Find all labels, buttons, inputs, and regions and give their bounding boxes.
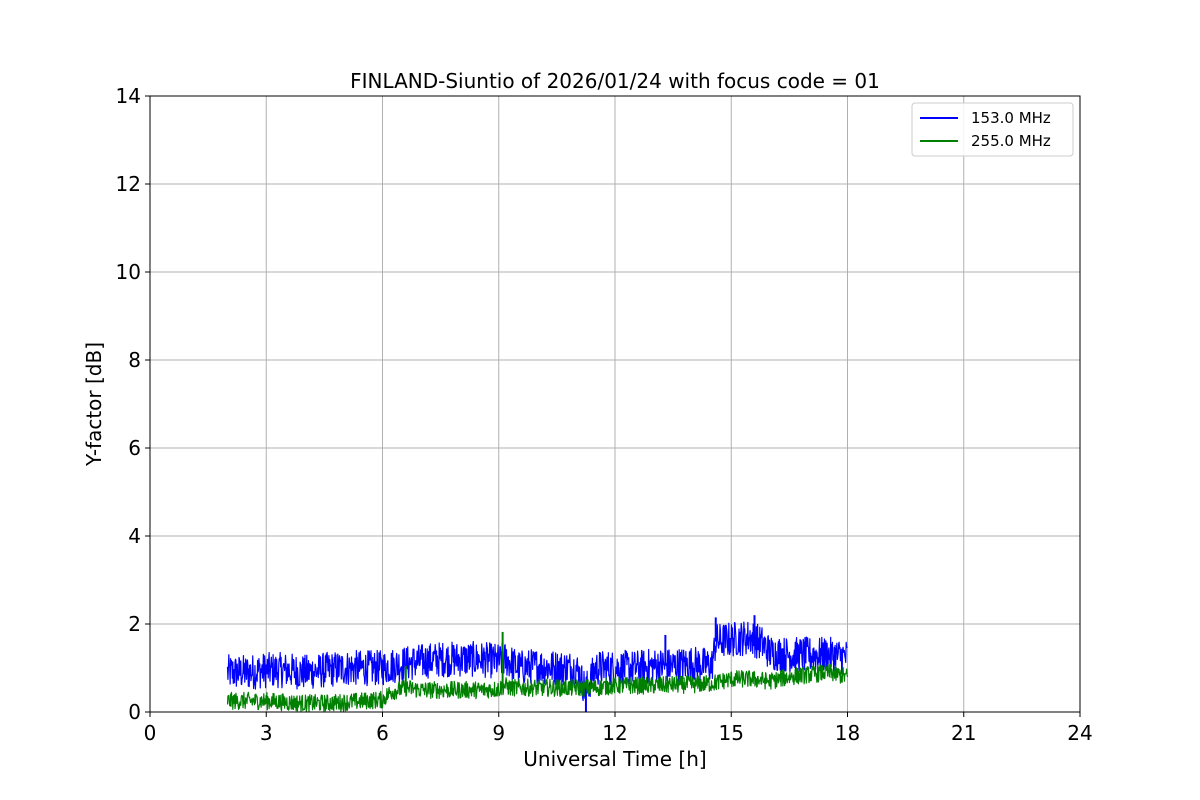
y-tick-label: 4 [128,524,141,548]
x-tick-label: 3 [260,721,273,745]
x-tick-label: 12 [602,721,627,745]
x-tick-label: 0 [144,721,157,745]
y-tick-label: 10 [116,260,141,284]
legend: 153.0 MHz 255.0 MHz [911,102,1074,157]
x-tick-label: 21 [951,721,976,745]
grid [149,95,1081,713]
x-axis: 0 3 6 9 12 15 18 21 24 [144,712,1093,745]
y-tick-label: 14 [116,84,141,108]
x-tick-label: 18 [835,721,860,745]
y-tick-label: 2 [128,612,141,636]
legend-box [911,102,1074,157]
y-tick-label: 8 [128,348,141,372]
legend-entry: 255.0 MHz [971,132,1051,150]
x-tick-label: 9 [492,721,505,745]
x-tick-label: 15 [719,721,744,745]
y-tick-label: 0 [128,700,141,724]
y-axis-label: Y-factor [dB] [82,342,106,467]
y-tick-label: 12 [116,172,141,196]
x-tick-label: 24 [1067,721,1092,745]
x-axis-label: Universal Time [h] [523,747,706,771]
series-layer [226,615,849,713]
x-tick-label: 6 [376,721,389,745]
series-line [226,663,849,713]
legend-entry: 153.0 MHz [971,109,1051,127]
y-axis: 0 2 4 6 8 10 12 14 [116,84,150,724]
series-255mhz [226,631,849,713]
chart-title: FINLAND-Siuntio of 2026/01/24 with focus… [350,69,880,93]
y-tick-label: 6 [128,436,141,460]
